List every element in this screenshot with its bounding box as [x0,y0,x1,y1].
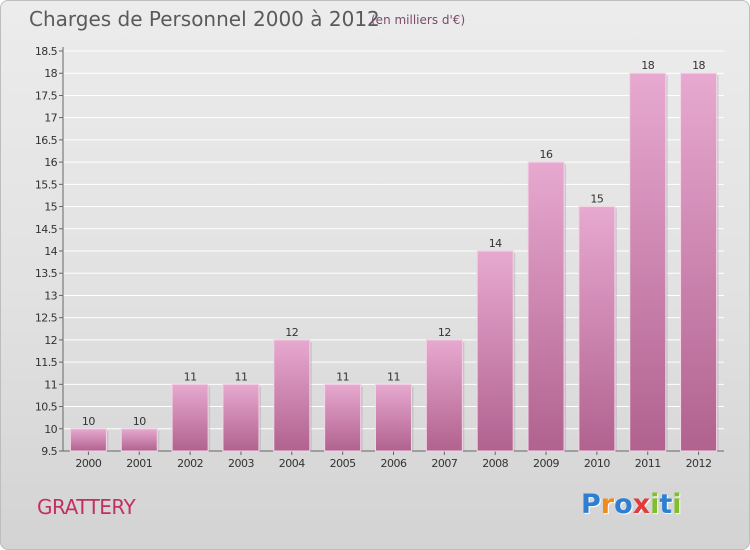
x-tick-label: 2008 [482,457,508,470]
data-label: 11 [234,370,247,383]
x-tick-label: 2006 [381,457,407,470]
x-tick-label: 2002 [177,457,203,470]
bar-2010 [578,206,616,452]
data-label: 11 [336,370,349,383]
data-label: 12 [438,326,451,339]
tick-labels: 9.5 10 10.5 11 11.5 12 12.5 13 13.5 14 14.5 15 15.5 1… [35,45,712,470]
logo-letter: o [614,489,633,520]
data-label: 16 [540,148,553,161]
y-tick-label: 10 [44,423,57,436]
data-label: 10 [82,415,95,428]
proxiti-logo[interactable]: Proxiti [581,489,682,520]
y-tick-label: 11 [44,378,57,391]
y-tick-label: 15 [44,201,57,214]
data-label: 18 [641,59,654,72]
bar-2006 [375,383,412,452]
chart-subtitle: (en milliers d'€) [371,13,466,27]
data-labels: 10 10 11 11 12 11 11 12 14 16 15 18 18 [82,59,706,428]
y-tick-label: 16 [44,156,57,169]
y-tick-label: 11.5 [35,356,58,369]
chart-title: Charges de Personnel 2000 à 2012 [29,7,380,31]
x-tick-label: 2009 [533,457,559,470]
bar-2011 [629,72,667,452]
y-tick-label: 15.5 [35,178,58,191]
x-tick-label: 2012 [686,457,712,470]
data-label: 15 [590,193,603,206]
bar-2003 [222,383,260,452]
commune-name: GRATTERY [37,495,136,519]
y-tick-label: 9.5 [41,445,57,458]
x-tick-label: 2005 [330,457,356,470]
bar-2007 [425,339,463,452]
x-tick-label: 2001 [126,457,152,470]
bar-2001 [120,428,158,452]
y-tick-label: 16.5 [35,134,58,147]
bar-2008 [476,250,514,452]
bar-2009 [527,161,565,452]
y-tick-label: 10.5 [35,401,58,414]
y-tick-label: 13 [44,289,57,302]
logo-letter: x [632,489,651,520]
logo-letter: P [581,489,601,520]
bar-2002 [171,383,209,452]
y-tick-label: 13.5 [35,267,58,280]
x-tick-label: 2007 [431,457,457,470]
y-tick-label: 18 [44,67,57,80]
data-label: 11 [184,370,197,383]
logo-letter: t [659,489,673,520]
y-tick-label: 17 [44,112,57,125]
x-tick-label: 2003 [228,457,254,470]
y-tick-label: 17.5 [35,89,58,102]
y-tick-label: 14.5 [35,223,58,236]
logo-letter: r [600,489,615,520]
logo-letter: i [650,489,660,520]
bar-2000 [69,428,107,452]
data-label: 11 [387,370,400,383]
logo-letter: i [672,489,682,520]
bar-2004 [273,339,311,452]
y-tick-label: 12.5 [35,312,58,325]
x-tick-label: 2010 [584,457,610,470]
bar-2005 [324,383,362,452]
data-label: 10 [133,415,146,428]
y-tick-label: 18.5 [35,45,58,58]
x-tick-label: 2011 [635,457,661,470]
bar-2012 [680,72,718,452]
data-label: 14 [489,237,502,250]
y-tick-label: 14 [44,245,57,258]
x-tick-label: 2004 [279,457,305,470]
y-tick-label: 12 [44,334,57,347]
data-label: 12 [285,326,298,339]
data-label: 18 [692,59,705,72]
x-tick-label: 2000 [75,457,101,470]
bars [69,72,719,452]
